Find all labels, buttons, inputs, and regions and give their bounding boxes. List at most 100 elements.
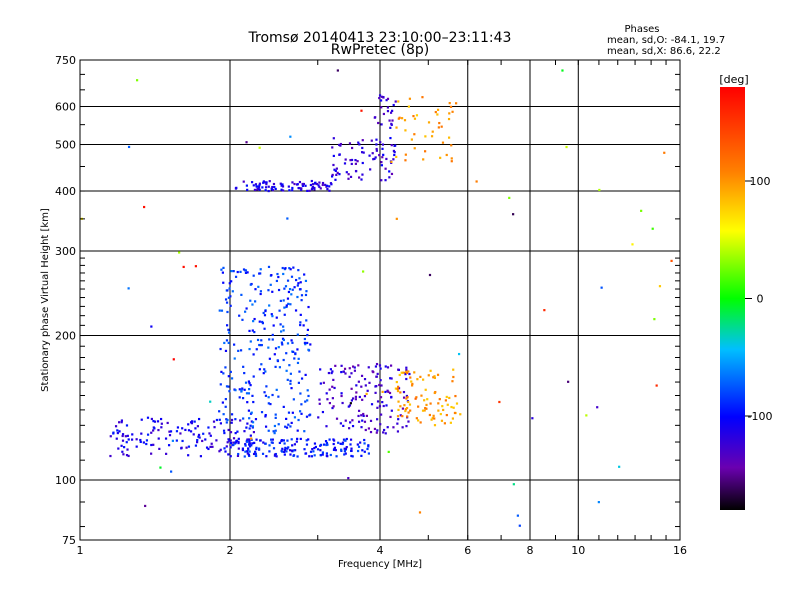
data-point bbox=[328, 438, 331, 441]
data-point bbox=[175, 430, 179, 433]
data-point bbox=[263, 327, 266, 330]
data-point bbox=[270, 313, 273, 316]
data-point bbox=[390, 172, 394, 176]
data-point bbox=[398, 373, 401, 377]
data-point bbox=[397, 100, 400, 103]
data-point bbox=[362, 270, 365, 273]
data-point bbox=[439, 156, 442, 159]
data-point bbox=[403, 119, 407, 122]
data-point bbox=[386, 110, 390, 113]
data-point bbox=[271, 185, 274, 189]
data-point bbox=[242, 180, 245, 183]
data-point bbox=[270, 441, 273, 444]
data-point bbox=[410, 380, 413, 383]
data-point bbox=[426, 398, 429, 401]
data-point bbox=[221, 401, 224, 404]
data-point bbox=[297, 269, 300, 272]
data-point bbox=[361, 398, 364, 401]
data-point bbox=[135, 79, 139, 82]
data-point bbox=[437, 409, 440, 412]
data-point bbox=[144, 504, 147, 508]
data-point bbox=[246, 438, 249, 441]
data-point bbox=[281, 183, 284, 186]
data-point bbox=[361, 419, 364, 422]
data-point bbox=[407, 411, 410, 414]
data-point bbox=[296, 455, 299, 458]
data-point bbox=[248, 382, 251, 385]
data-point bbox=[342, 370, 345, 373]
data-point bbox=[264, 415, 267, 418]
data-point bbox=[287, 290, 291, 294]
data-point bbox=[271, 438, 274, 441]
data-point bbox=[268, 304, 271, 307]
data-point bbox=[311, 448, 314, 451]
data-point bbox=[367, 366, 370, 369]
data-point bbox=[219, 422, 223, 425]
data-point bbox=[351, 419, 354, 422]
data-point bbox=[316, 448, 320, 451]
data-point bbox=[289, 379, 292, 383]
data-point bbox=[114, 425, 118, 428]
data-point bbox=[253, 317, 256, 321]
data-point bbox=[142, 441, 145, 444]
data-point bbox=[251, 329, 254, 332]
data-point bbox=[395, 126, 398, 129]
data-point bbox=[428, 273, 432, 277]
data-point bbox=[285, 304, 288, 307]
data-point bbox=[421, 96, 424, 99]
data-point bbox=[413, 147, 416, 150]
data-point bbox=[344, 447, 348, 450]
data-point bbox=[252, 184, 255, 187]
data-point bbox=[251, 394, 254, 397]
data-point bbox=[360, 385, 363, 388]
data-point bbox=[300, 377, 304, 380]
data-point bbox=[262, 180, 265, 183]
data-point bbox=[230, 280, 233, 283]
data-point bbox=[268, 338, 271, 341]
data-point bbox=[339, 422, 342, 425]
data-point bbox=[286, 217, 289, 220]
data-point bbox=[282, 338, 285, 342]
data-point bbox=[309, 450, 313, 453]
data-point bbox=[303, 273, 306, 276]
data-point bbox=[270, 274, 273, 277]
data-point bbox=[348, 427, 351, 430]
data-point bbox=[227, 375, 230, 378]
data-point bbox=[372, 158, 375, 161]
data-point bbox=[286, 342, 290, 345]
data-point bbox=[282, 299, 285, 302]
data-point bbox=[273, 353, 276, 356]
data-point bbox=[236, 430, 239, 433]
data-point bbox=[354, 169, 358, 173]
data-point bbox=[331, 173, 334, 177]
data-point bbox=[267, 402, 270, 405]
data-point bbox=[361, 161, 364, 165]
data-point bbox=[397, 385, 400, 388]
data-point bbox=[330, 371, 333, 375]
data-point bbox=[220, 370, 223, 373]
data-point bbox=[508, 196, 511, 200]
data-point bbox=[213, 426, 216, 429]
data-point bbox=[332, 154, 335, 158]
data-point bbox=[230, 270, 233, 273]
data-point bbox=[409, 376, 412, 379]
data-point bbox=[243, 388, 246, 391]
data-point bbox=[270, 188, 273, 191]
data-point bbox=[221, 271, 224, 274]
data-point bbox=[230, 377, 234, 380]
data-point bbox=[328, 401, 332, 405]
data-point bbox=[197, 433, 201, 437]
data-point bbox=[437, 126, 440, 129]
data-point bbox=[415, 417, 418, 420]
data-point bbox=[286, 439, 289, 442]
data-point bbox=[192, 433, 195, 436]
data-point bbox=[379, 423, 382, 426]
data-point bbox=[640, 209, 643, 212]
colorbar-tick-label: 0 bbox=[757, 293, 764, 306]
data-point bbox=[397, 408, 400, 412]
data-point bbox=[230, 418, 234, 422]
data-point bbox=[419, 375, 422, 378]
data-point bbox=[146, 416, 150, 419]
data-point bbox=[380, 106, 383, 109]
data-point bbox=[260, 339, 263, 342]
